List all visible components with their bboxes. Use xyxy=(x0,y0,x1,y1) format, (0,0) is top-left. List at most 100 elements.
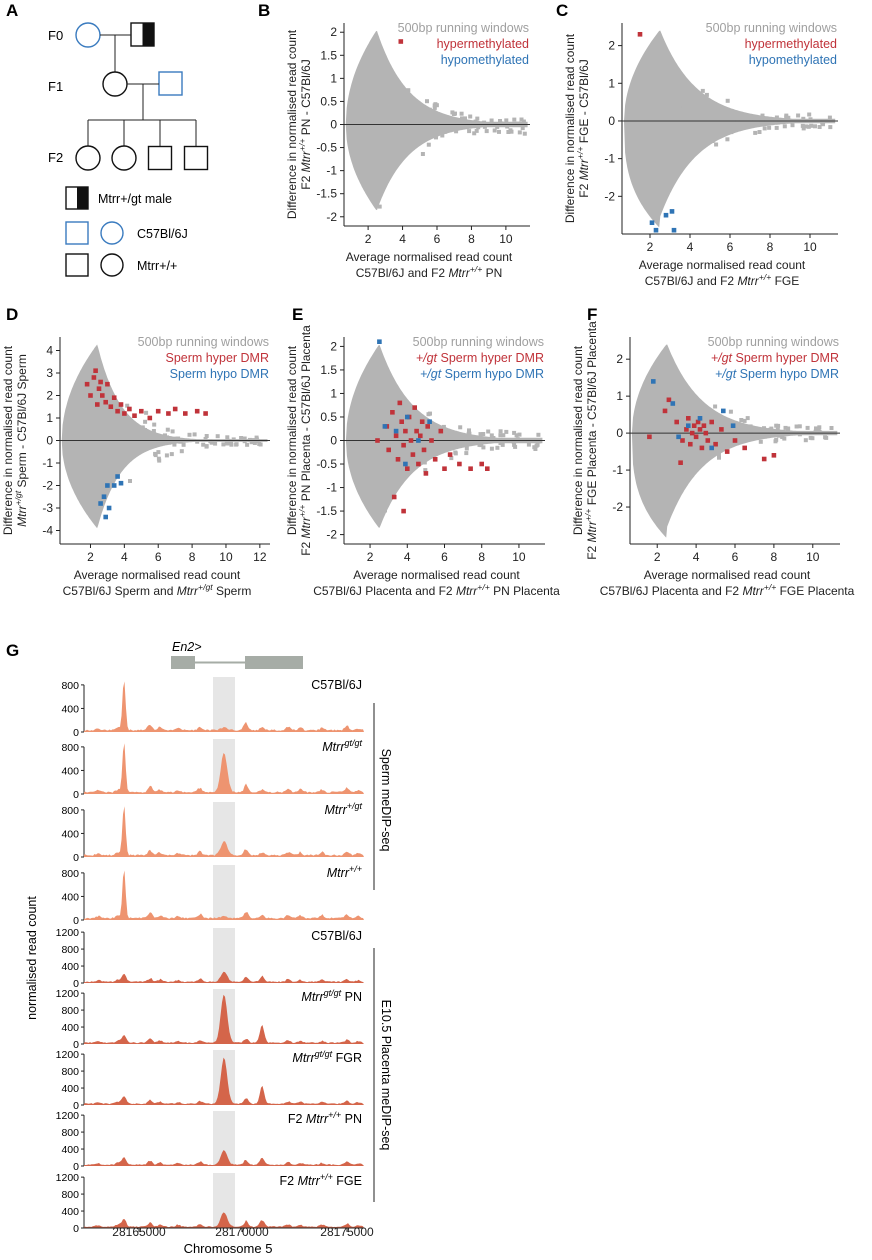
window-point xyxy=(491,436,496,440)
track: 0 400 800 C57Bl/6J xyxy=(61,677,364,739)
y-tick-label: 0.5 xyxy=(320,410,337,424)
text-run: Mtrr xyxy=(325,803,348,817)
window-point xyxy=(803,438,808,443)
hypo-point xyxy=(382,424,388,429)
window-point xyxy=(482,120,487,125)
window-point xyxy=(144,410,149,415)
hyper-point xyxy=(719,427,724,432)
window-point xyxy=(499,121,504,126)
x-axis-subtitle: C57Bl/6J and F2 Mtrr+/+ PN xyxy=(356,264,503,280)
signal-area xyxy=(84,1150,364,1166)
hyper-point xyxy=(408,438,414,443)
window-point xyxy=(432,105,437,110)
hypo-point xyxy=(669,209,675,214)
window-point xyxy=(176,436,181,441)
hypo-point xyxy=(721,408,726,414)
hyper-point xyxy=(678,460,683,465)
window-point xyxy=(203,437,208,441)
hypo-point xyxy=(651,379,656,384)
window-point xyxy=(680,385,685,390)
window-point xyxy=(381,410,386,415)
window-point xyxy=(463,116,467,121)
text-run: C57Bl/6J Placenta and F2 xyxy=(313,584,456,598)
window-point xyxy=(685,402,689,407)
window-point xyxy=(511,440,516,444)
track: 0 400 800 Mtrr+/gt xyxy=(61,801,364,864)
hyper-point xyxy=(399,419,404,424)
text-run: Average normalised read count xyxy=(353,568,520,582)
hyper-point xyxy=(122,411,127,416)
legend-het-male-fill xyxy=(77,187,88,209)
window-point xyxy=(125,403,130,408)
text-run: Mtrr xyxy=(15,505,29,527)
text-run: Average normalised read count xyxy=(74,568,241,582)
window-point xyxy=(512,117,517,122)
legend-wt-female-symbol xyxy=(100,253,124,277)
y-tick-label: -1 xyxy=(42,456,53,470)
hyper-point xyxy=(684,427,689,432)
window-point xyxy=(406,88,411,93)
window-point xyxy=(689,112,693,117)
window-point xyxy=(498,119,502,123)
track-label: C57Bl/6J xyxy=(311,929,362,943)
window-point xyxy=(179,449,184,454)
track-y-tick-label: 1200 xyxy=(56,1110,80,1122)
window-point xyxy=(95,447,100,452)
gene-exon xyxy=(171,656,195,669)
window-point xyxy=(152,422,157,427)
window-point xyxy=(423,110,428,115)
window-point xyxy=(426,142,431,147)
highlight-region xyxy=(213,865,235,920)
hyper-point xyxy=(468,466,473,471)
window-point xyxy=(229,442,234,447)
x-axis-title: Average normalised read count xyxy=(346,250,513,264)
x-tick-label: 6 xyxy=(434,232,441,246)
window-point xyxy=(478,432,483,437)
track-y-tick-label: 800 xyxy=(61,1005,79,1017)
track: 0 400 800 1200 F2 Mtrr+/+ FGE xyxy=(56,1172,364,1235)
window-point xyxy=(504,118,509,123)
hyper-point xyxy=(98,379,103,385)
y-tick-label: -4 xyxy=(42,524,53,538)
hyper-point xyxy=(403,428,408,434)
window-point xyxy=(723,433,728,438)
x-tick-label: 10 xyxy=(803,240,817,254)
text-run: Mtrr xyxy=(737,274,759,288)
window-point xyxy=(143,419,148,424)
window-point xyxy=(782,436,787,441)
wt-female-symbol xyxy=(102,71,128,97)
window-point xyxy=(392,133,397,138)
track-label: C57Bl/6J xyxy=(311,678,362,692)
legend-windows: 500bp running windows xyxy=(398,21,529,35)
window-point xyxy=(464,446,469,451)
y-tick-label: -2 xyxy=(326,528,337,542)
x-tick-label: 2 xyxy=(647,240,654,254)
window-point xyxy=(687,465,692,470)
window-point xyxy=(769,426,774,431)
window-point xyxy=(517,130,522,135)
signal-area xyxy=(84,806,364,857)
window-point xyxy=(808,117,813,122)
window-point xyxy=(804,124,809,129)
hyper-point xyxy=(429,438,434,443)
window-point xyxy=(680,107,685,112)
window-point xyxy=(690,454,695,459)
text-run: PN Placenta - C57Bl/6J Placenta xyxy=(299,325,313,505)
track-y-tick-label: 400 xyxy=(61,703,79,715)
hyper-point xyxy=(398,39,404,44)
window-point xyxy=(801,116,806,121)
y-tick-label: -1 xyxy=(326,481,337,495)
window-point xyxy=(426,412,431,417)
y-tick-label: 1 xyxy=(330,71,337,85)
window-point xyxy=(771,431,776,436)
x-tick-label: 2 xyxy=(87,550,94,564)
window-point xyxy=(747,122,752,127)
track-y-tick-label: 0 xyxy=(73,789,79,801)
window-point xyxy=(136,446,141,451)
x-tick-label: 2 xyxy=(367,550,374,564)
text-run: PN xyxy=(341,1112,362,1126)
text-run: Mtrr xyxy=(298,1174,321,1188)
